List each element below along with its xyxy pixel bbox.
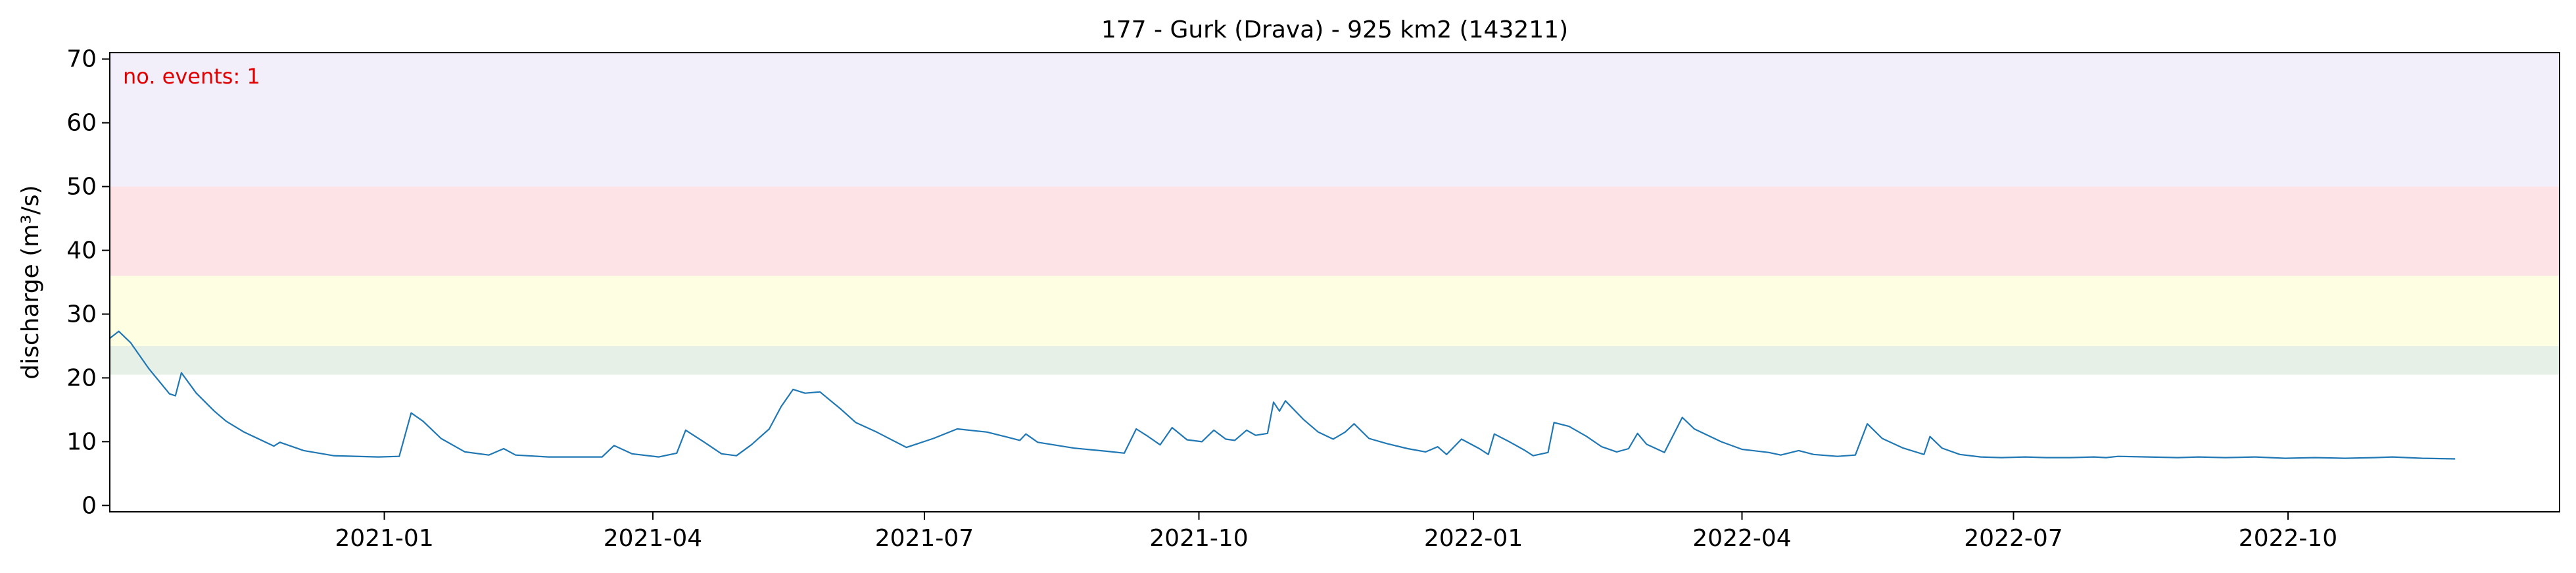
x-axis: 2021-01 2021-04 2021-07 2021-10 2022-01 2022-…	[335, 512, 2337, 552]
y-tick-label: 70	[66, 46, 97, 73]
threshold-band-1	[110, 276, 2560, 346]
x-tick-label: 2022-04	[1692, 525, 1791, 552]
x-tick-label: 2021-10	[1149, 525, 1248, 552]
y-tick-label: 20	[66, 364, 97, 391]
x-tick-label: 2022-07	[1964, 525, 2063, 552]
y-tick-label: 50	[66, 174, 97, 201]
y-tick-label: 10	[66, 428, 97, 455]
chart-title: 177 - Gurk (Drava) - 925 km2 (143211)	[1101, 16, 1568, 43]
x-tick-label: 2021-07	[875, 525, 974, 552]
series-layer	[109, 330, 2456, 460]
y-axis: 0 10 20 30 40 50 60 70	[66, 46, 110, 519]
events-annotation: no. events: 1	[123, 64, 260, 89]
threshold-bands	[110, 53, 2560, 375]
y-tick-label: 30	[66, 301, 97, 328]
y-axis-label: discharge (m³/s)	[17, 185, 44, 379]
x-tick-label: 2022-01	[1424, 525, 1523, 552]
plot-frame	[109, 52, 2560, 512]
y-tick-label: 60	[66, 110, 97, 137]
series-line-0	[109, 330, 2456, 460]
x-tick-label: 2022-10	[2239, 525, 2337, 552]
threshold-band-3	[110, 53, 2560, 187]
x-tick-label: 2021-04	[604, 525, 702, 552]
x-tick-label: 2021-01	[335, 525, 433, 552]
threshold-band-2	[110, 186, 2560, 276]
y-tick-label: 40	[66, 237, 97, 264]
y-tick-label: 0	[82, 492, 97, 519]
threshold-band-0	[110, 345, 2560, 375]
